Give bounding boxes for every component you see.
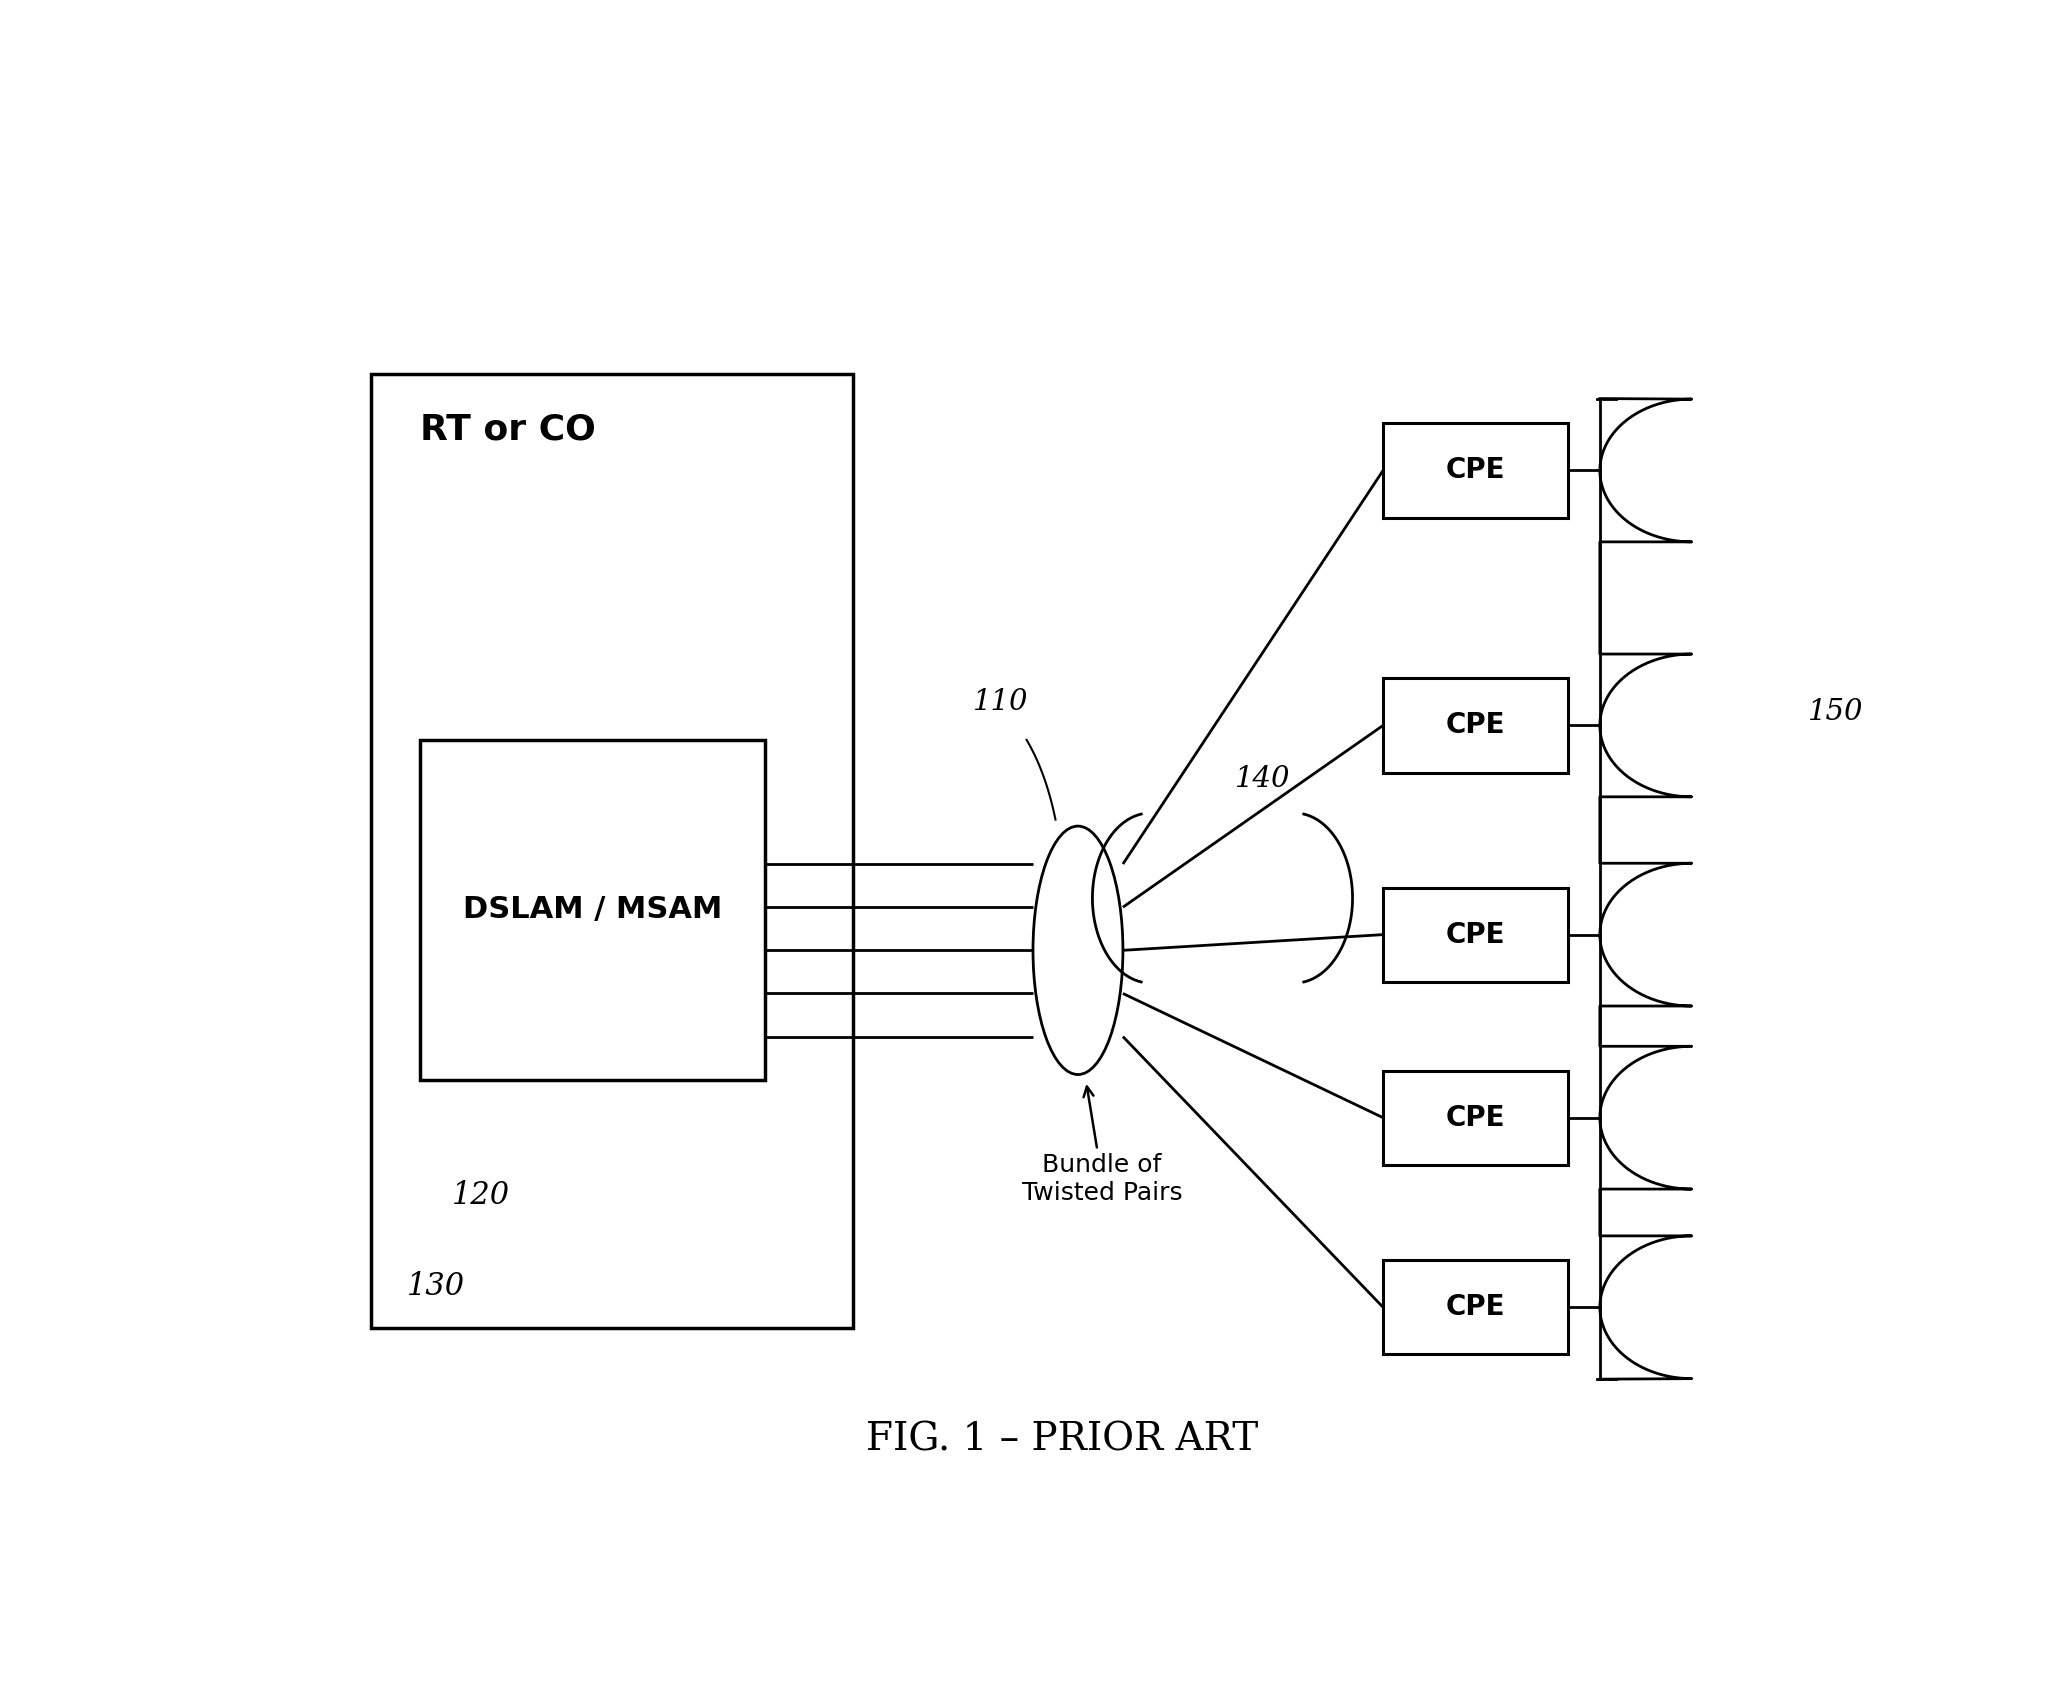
Text: CPE: CPE [1446, 920, 1504, 949]
Bar [1384, 679, 1569, 773]
Text: DSLAM / MSAM: DSLAM / MSAM [462, 895, 721, 924]
Text: 130: 130 [406, 1272, 464, 1302]
Text: FIG. 1 – PRIOR ART: FIG. 1 – PRIOR ART [866, 1421, 1258, 1459]
Text: CPE: CPE [1446, 711, 1504, 739]
Bar [371, 374, 854, 1328]
Text: 120: 120 [452, 1180, 510, 1211]
Bar [419, 740, 765, 1080]
Text: Bundle of
Twisted Pairs: Bundle of Twisted Pairs [1021, 1087, 1183, 1206]
Text: CPE: CPE [1446, 1104, 1504, 1131]
Text: CPE: CPE [1446, 1294, 1504, 1321]
Ellipse shape [1034, 827, 1123, 1075]
Text: CPE: CPE [1446, 457, 1504, 484]
Bar [1384, 888, 1569, 981]
Text: 140: 140 [1235, 766, 1291, 793]
Bar [1384, 423, 1569, 518]
Text: 110: 110 [974, 688, 1028, 717]
Text: RT or CO: RT or CO [419, 413, 595, 447]
Text: 150: 150 [1809, 698, 1863, 727]
Bar [1384, 1260, 1569, 1355]
Bar [1384, 1071, 1569, 1165]
